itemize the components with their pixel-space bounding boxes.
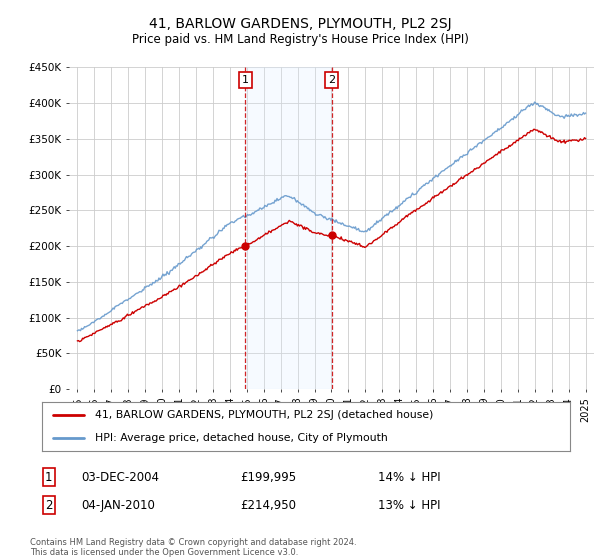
Text: 41, BARLOW GARDENS, PLYMOUTH, PL2 2SJ (detached house): 41, BARLOW GARDENS, PLYMOUTH, PL2 2SJ (d… [95, 410, 433, 421]
Text: 03-DEC-2004: 03-DEC-2004 [81, 470, 159, 484]
Text: 2: 2 [328, 75, 335, 85]
Text: 41, BARLOW GARDENS, PLYMOUTH, PL2 2SJ: 41, BARLOW GARDENS, PLYMOUTH, PL2 2SJ [149, 17, 451, 31]
Bar [245, 67, 332, 389]
Text: 2: 2 [45, 498, 53, 512]
Text: £199,995: £199,995 [240, 470, 296, 484]
Text: 1: 1 [242, 75, 249, 85]
Text: Price paid vs. HM Land Registry's House Price Index (HPI): Price paid vs. HM Land Registry's House … [131, 32, 469, 46]
Text: 13% ↓ HPI: 13% ↓ HPI [378, 498, 440, 512]
Text: HPI: Average price, detached house, City of Plymouth: HPI: Average price, detached house, City… [95, 433, 388, 444]
Text: £214,950: £214,950 [240, 498, 296, 512]
Text: Contains HM Land Registry data © Crown copyright and database right 2024.
This d: Contains HM Land Registry data © Crown c… [30, 538, 356, 557]
Text: 14% ↓ HPI: 14% ↓ HPI [378, 470, 440, 484]
Text: 04-JAN-2010: 04-JAN-2010 [81, 498, 155, 512]
Text: 1: 1 [45, 470, 53, 484]
